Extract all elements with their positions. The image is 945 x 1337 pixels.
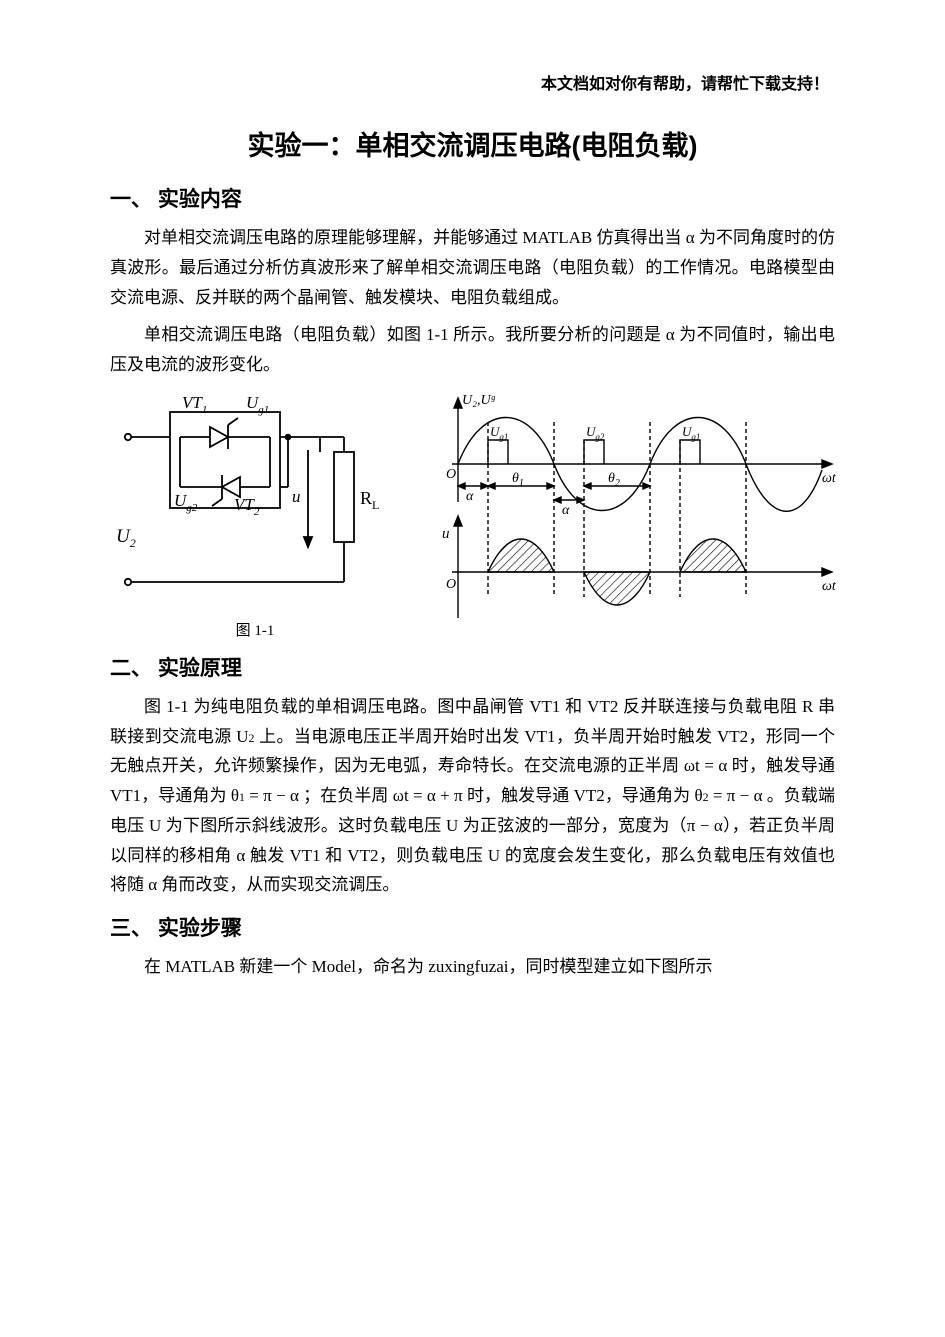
circuit-svg: VT1 Ug1 Ug2 VT2 U2 u RL <box>110 392 400 612</box>
label-ug2: Ug2 <box>174 491 198 514</box>
label-vt2: VT2 <box>234 495 260 518</box>
label-O1: O <box>446 467 456 482</box>
label-ug1b: Ug1 <box>682 424 700 442</box>
section-1-paragraph-2: 单相交流调压电路（电阻负载）如图 1-1 所示。我所要分析的问题是 α 为不同值… <box>110 320 835 380</box>
label-u2: U2 <box>116 526 136 550</box>
label-u-lower: u <box>442 526 450 542</box>
section-3-heading: 三、 实验步骤 <box>110 912 835 942</box>
section-1-paragraph-1: 对单相交流调压电路的原理能够理解，并能够通过 MATLAB 仿真得出当 α 为不… <box>110 223 835 312</box>
section-2-heading: 二、 实验原理 <box>110 652 835 682</box>
document-title: 实验一：单相交流调压电路(电阻负载) <box>110 124 835 163</box>
label-rl: RL <box>360 488 379 512</box>
section-1-heading: 一、 实验内容 <box>110 183 835 213</box>
waveform-diagram: U₂,Uᵍ O ωt Ug1 Ug2 Ug1 α θ1 α θ2 u O ωt <box>422 392 842 637</box>
section-2-paragraph: 图 1-1 为纯电阻负载的单相调压电路。图中晶闸管 VT1 和 VT2 反并联连… <box>110 692 835 900</box>
section-3-paragraph-1: 在 MATLAB 新建一个 Model，命名为 zuxingfuzai，同时模型… <box>110 952 835 982</box>
circuit-diagram: VT1 Ug1 Ug2 VT2 U2 u RL 图 1-1 <box>110 392 400 640</box>
page: 本文档如对你有帮助，请帮忙下载支持！ 实验一：单相交流调压电路(电阻负载) 一、… <box>0 0 945 1337</box>
waveform-svg: U₂,Uᵍ O ωt Ug1 Ug2 Ug1 α θ1 α θ2 u O ωt <box>422 392 842 632</box>
label-alpha1: α <box>466 489 474 504</box>
label-wt2: ωt <box>822 579 837 594</box>
label-O2: O <box>446 577 456 592</box>
label-u: u <box>292 487 301 506</box>
label-ug2w: Ug2 <box>586 424 605 442</box>
figure-caption: 图 1-1 <box>110 619 400 640</box>
label-ug1a: Ug1 <box>490 424 508 442</box>
s2-frag-c: = π − α ；在负半周 ωt = α + π 时，触发导通 VT2，导通角为… <box>245 786 703 805</box>
label-wt1: ωt <box>822 471 837 486</box>
label-y-upper: U₂,Uᵍ <box>462 393 496 408</box>
header-note: 本文档如对你有帮助，请帮忙下载支持！ <box>110 70 835 94</box>
label-alpha2: α <box>562 503 570 518</box>
figure-1-1: VT1 Ug1 Ug2 VT2 U2 u RL 图 1-1 <box>110 392 835 640</box>
